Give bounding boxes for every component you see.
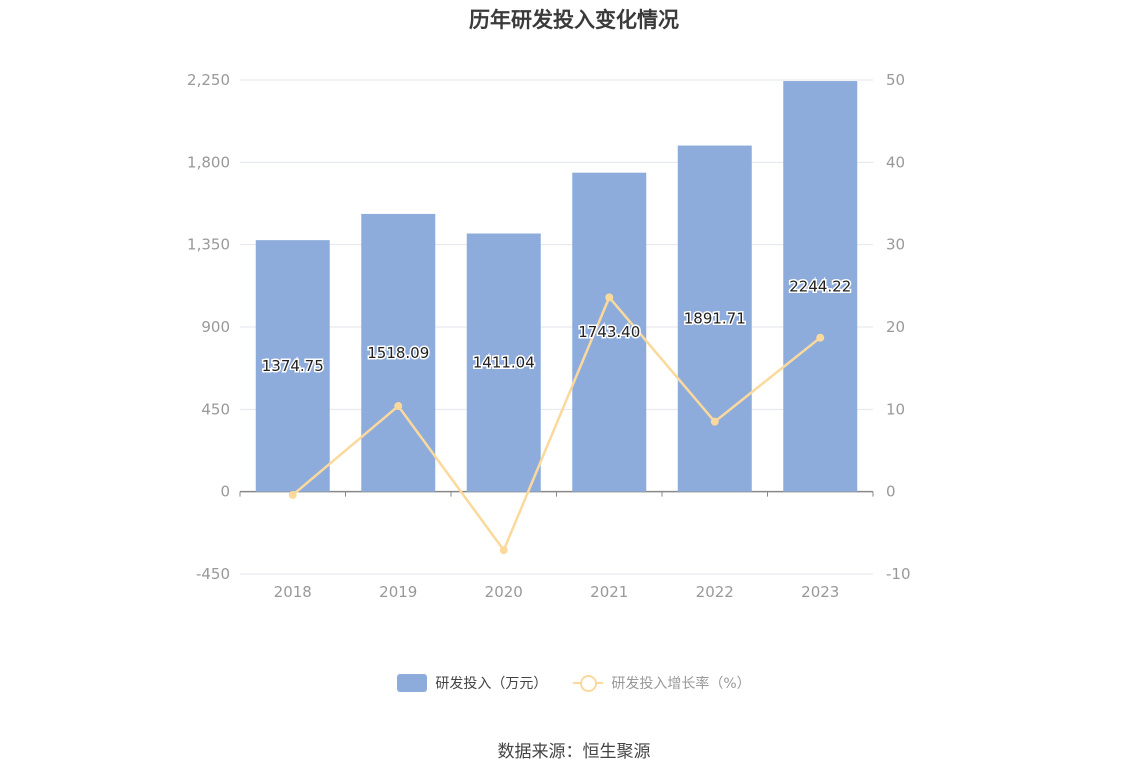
bar xyxy=(572,172,647,492)
x-tick-label: 2020 xyxy=(485,583,523,601)
y-left-tick-label: 450 xyxy=(201,400,230,418)
x-tick-label: 2019 xyxy=(379,583,417,601)
growth-point xyxy=(605,293,614,302)
y-left-tick-label: 1,350 xyxy=(187,236,230,254)
y-right-tick-label: 20 xyxy=(886,318,905,336)
y-left-tick-label: 0 xyxy=(220,483,230,501)
bar xyxy=(677,145,752,492)
legend-bar-label: 研发投入（万元） xyxy=(435,676,548,692)
legend-item-line[interactable]: 研发投入增长率（%） xyxy=(573,673,751,693)
legend: 研发投入（万元） 研发投入增长率（%） xyxy=(0,673,1148,693)
x-tick-label: 2018 xyxy=(274,583,312,601)
growth-line xyxy=(291,294,822,553)
growth-point xyxy=(288,490,297,499)
bar xyxy=(361,213,436,492)
bar-value-label: 1891.71 xyxy=(684,310,746,328)
bar xyxy=(255,240,330,492)
growth-point xyxy=(816,333,825,342)
y-left-tick-label: -450 xyxy=(196,565,230,583)
x-tick-label: 2022 xyxy=(696,583,734,601)
x-tick-label: 2021 xyxy=(590,583,628,601)
y-left-tick-label: 900 xyxy=(201,318,230,336)
data-source: 数据来源：恒生聚源 xyxy=(497,742,651,762)
bar xyxy=(466,233,541,492)
y-right-tick-label: 50 xyxy=(886,71,905,89)
legend-line-label: 研发投入增长率（%） xyxy=(611,676,751,692)
y-right-tick-label: 30 xyxy=(886,236,905,254)
bar-value-label: 1518.09 xyxy=(367,344,429,362)
y-right-tick-label: 40 xyxy=(886,153,905,171)
bar-value-label: 1374.75 xyxy=(262,357,324,375)
y-right-tick-label: 10 xyxy=(886,400,905,418)
legend-item-bar[interactable]: 研发投入（万元） xyxy=(397,673,547,693)
x-tick-label: 2023 xyxy=(801,583,839,601)
y-right-tick-label: -10 xyxy=(886,565,911,583)
bar-value-label: 1411.04 xyxy=(473,354,535,372)
y-left-tick-label: 2,250 xyxy=(187,71,230,89)
y-left-tick-label: 1,800 xyxy=(187,153,230,171)
bar-value-label: 1743.40 xyxy=(578,323,640,341)
growth-point xyxy=(499,546,508,555)
chart-title: 历年研发投入变化情况 xyxy=(469,8,679,32)
growth-point xyxy=(710,417,719,426)
legend-line-swatch xyxy=(573,674,604,692)
chart-canvas: -450 0 450 900 1,350 1,800 2,250 -10 0 10 20 30 40 50… xyxy=(187,71,911,601)
growth-point xyxy=(394,402,403,411)
bar xyxy=(783,81,858,492)
legend-bar-swatch xyxy=(397,674,428,692)
bar-value-label: 2244.22 xyxy=(789,277,851,295)
y-right-tick-label: 0 xyxy=(886,483,896,501)
